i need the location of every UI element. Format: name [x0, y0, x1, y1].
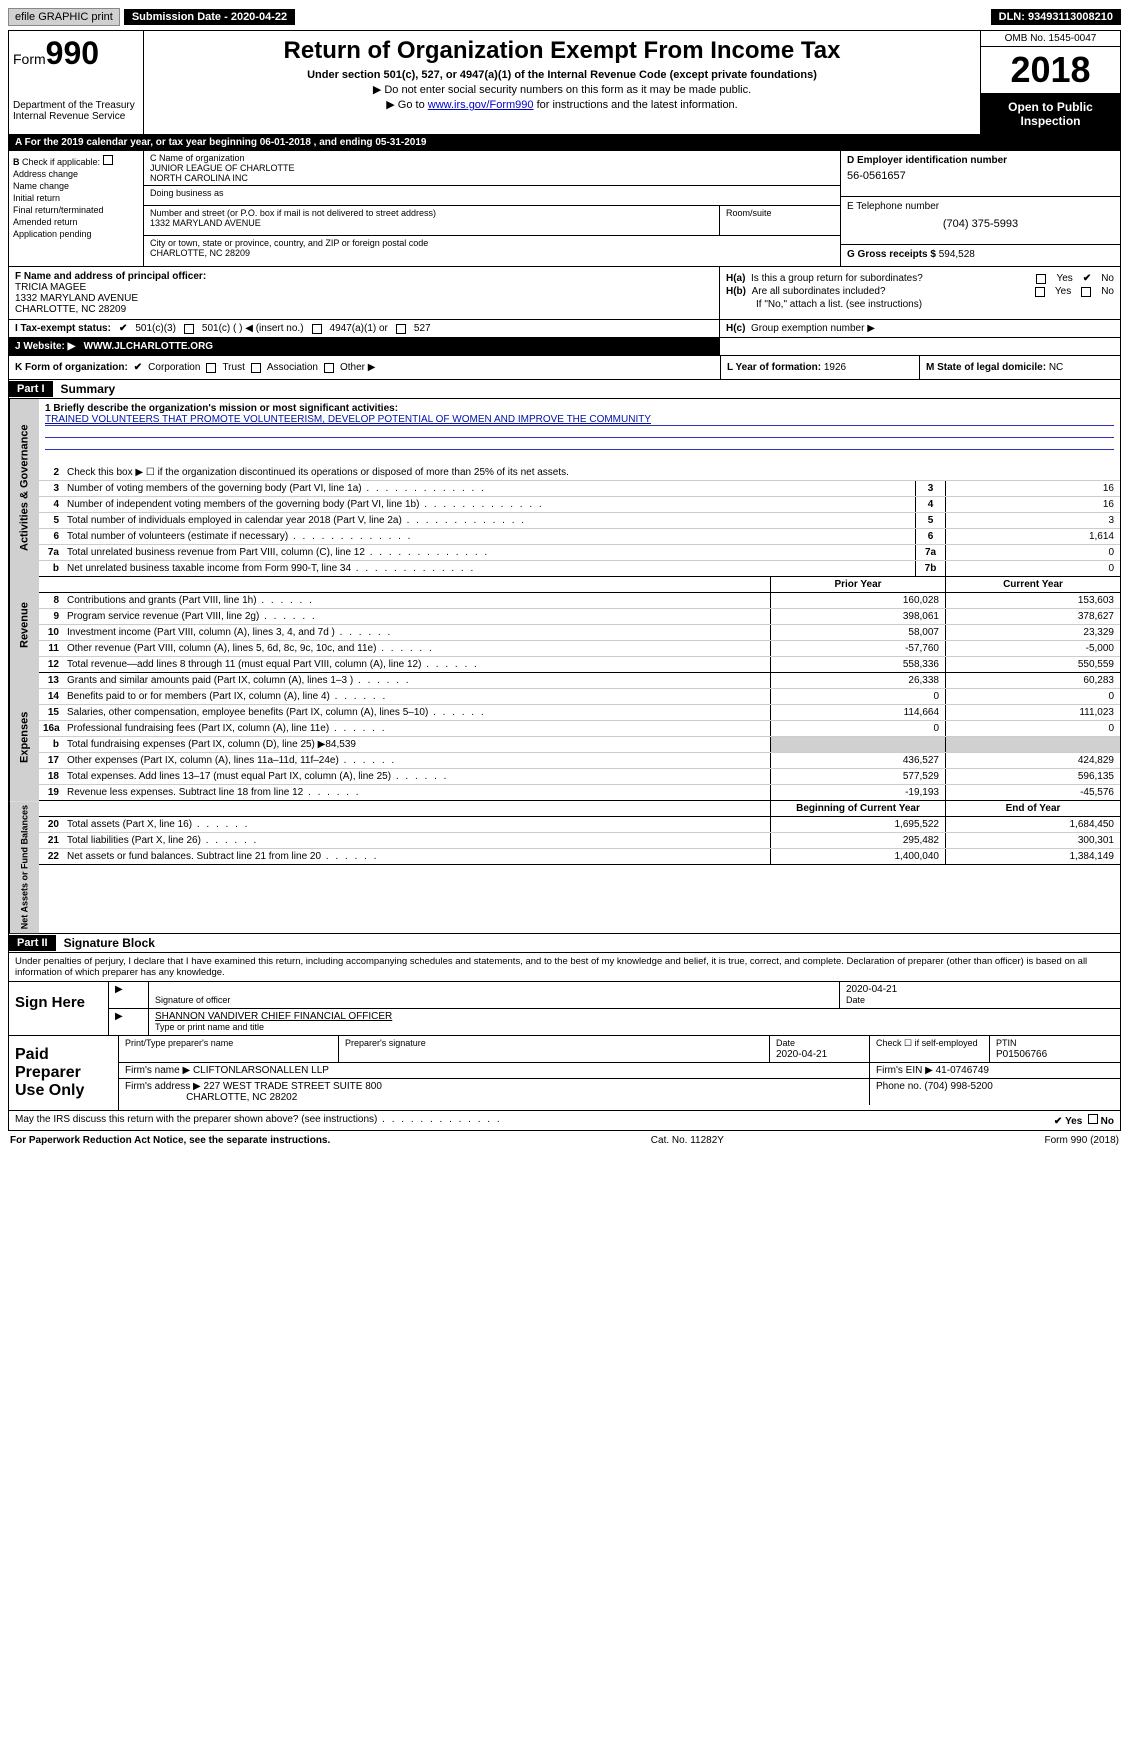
mission-text: TRAINED VOLUNTEERS THAT PROMOTE VOLUNTEE… [45, 414, 651, 425]
tab-expenses: Expenses [9, 673, 39, 801]
city-box: City or town, state or province, country… [144, 236, 840, 266]
part1-body: Activities & Governance 1 Briefly descri… [8, 399, 1121, 934]
open-public: Open to PublicInspection [981, 94, 1120, 134]
checkbox[interactable] [206, 363, 216, 373]
line-row: 8Contributions and grants (Part VIII, li… [39, 593, 1120, 609]
checkmark-icon: ✔ [1083, 273, 1091, 284]
tax-year: 2018 [981, 47, 1120, 94]
part1-header: Part I Summary [8, 380, 1121, 399]
ha-group-return: H(a) Is this a group return for subordin… [726, 273, 1114, 284]
efile-print-btn[interactable]: efile GRAPHIC print [8, 8, 120, 26]
line-row: 11Other revenue (Part VIII, column (A), … [39, 641, 1120, 657]
col-prior-year: Prior Year [770, 577, 945, 592]
chk-app-pending[interactable]: Application pending [13, 229, 139, 239]
chk-amended[interactable]: Amended return [13, 217, 139, 227]
paid-preparer-label: Paid Preparer Use Only [9, 1036, 119, 1110]
line-row: 12Total revenue—add lines 8 through 11 (… [39, 657, 1120, 673]
form-subtitle1: Under section 501(c), 527, or 4947(a)(1)… [150, 69, 974, 81]
col-begin-year: Beginning of Current Year [770, 801, 945, 816]
line-row: bNet unrelated business taxable income f… [39, 561, 1120, 577]
form-subtitle3: ▶ Go to www.irs.gov/Form990 for instruct… [150, 98, 974, 111]
phone-box: E Telephone number (704) 375-5993 [841, 197, 1120, 245]
checkbox[interactable] [312, 324, 322, 334]
chk-initial-return[interactable]: Initial return [13, 193, 139, 203]
row-klm: K Form of organization: ✔Corporation Tru… [8, 356, 1121, 380]
line-row: 6Total number of volunteers (estimate if… [39, 529, 1120, 545]
line2: Check this box ▶ ☐ if the organization d… [63, 465, 1120, 480]
row-i-hc: I Tax-exempt status: ✔501(c)(3) 501(c) (… [8, 320, 1121, 338]
checkbox[interactable] [324, 363, 334, 373]
line-row: 17Other expenses (Part IX, column (A), l… [39, 753, 1120, 769]
checkbox[interactable] [103, 155, 113, 165]
section-fh: F Name and address of principal officer:… [8, 267, 1121, 320]
section-bcdeg: B Check if applicable: Address change Na… [8, 151, 1121, 267]
checkbox[interactable] [251, 363, 261, 373]
tab-net-assets: Net Assets or Fund Balances [9, 801, 39, 933]
line-row: 22Net assets or fund balances. Subtract … [39, 849, 1120, 865]
line-row: 16aProfessional fundraising fees (Part I… [39, 721, 1120, 737]
page-footer: For Paperwork Reduction Act Notice, see … [8, 1131, 1121, 1150]
ein-box: D Employer identification number 56-0561… [841, 151, 1120, 197]
line-row: 13Grants and similar amounts paid (Part … [39, 673, 1120, 689]
dba-box: Doing business as [144, 186, 840, 206]
checkbox[interactable] [1088, 1114, 1098, 1124]
col-current-year: Current Year [945, 577, 1120, 592]
line-row: 20Total assets (Part X, line 16)1,695,52… [39, 817, 1120, 833]
line-row: 9Program service revenue (Part VIII, lin… [39, 609, 1120, 625]
form-number: Form990 [13, 35, 139, 72]
form-header: Form990 Department of the Treasury Inter… [8, 30, 1121, 135]
row-j: J Website: ▶ WWW.JLCHARLOTTE.ORG [8, 338, 1121, 356]
checkmark-icon: ✔ [1054, 1116, 1062, 1127]
org-name-box: C Name of organization JUNIOR LEAGUE OF … [144, 151, 840, 186]
line-row: 4Number of independent voting members of… [39, 497, 1120, 513]
line-row: 3Number of voting members of the governi… [39, 481, 1120, 497]
form-title: Return of Organization Exempt From Incom… [150, 37, 974, 65]
checkbox[interactable] [1035, 287, 1045, 297]
irs-link[interactable]: www.irs.gov/Form990 [428, 99, 534, 111]
line-row: 7aTotal unrelated business revenue from … [39, 545, 1120, 561]
address-box: Number and street (or P.O. box if mail i… [144, 206, 720, 236]
omb-number: OMB No. 1545-0047 [981, 31, 1120, 47]
form-subtitle2: ▶ Do not enter social security numbers o… [150, 83, 974, 96]
checkmark-icon: ✔ [134, 362, 142, 373]
hb-note: If "No," attach a list. (see instruction… [726, 299, 1114, 310]
sign-here-label: Sign Here [9, 982, 109, 1035]
chk-address-change[interactable]: Address change [13, 169, 139, 179]
tab-revenue: Revenue [9, 577, 39, 673]
checkbox[interactable] [184, 324, 194, 334]
checkmark-icon: ✔ [119, 323, 127, 334]
line-row: 15Salaries, other compensation, employee… [39, 705, 1120, 721]
submission-date: Submission Date - 2020-04-22 [124, 9, 295, 25]
checkbox[interactable] [396, 324, 406, 334]
room-suite-box: Room/suite [720, 206, 840, 236]
dept-treasury: Department of the Treasury Internal Reve… [13, 100, 139, 122]
self-employed-check[interactable]: Check ☐ if self-employed [870, 1036, 990, 1062]
gross-receipts-box: G Gross receipts $ 594,528 [841, 245, 1120, 264]
line-row: bTotal fundraising expenses (Part IX, co… [39, 737, 1120, 753]
line-row: 5Total number of individuals employed in… [39, 513, 1120, 529]
dln: DLN: 93493113008210 [991, 9, 1121, 25]
part2-header: Part II Signature Block [8, 934, 1121, 953]
mission-block: 1 Briefly describe the organization's mi… [39, 399, 1120, 465]
line-row: 19Revenue less expenses. Subtract line 1… [39, 785, 1120, 801]
line-row: 10Investment income (Part VIII, column (… [39, 625, 1120, 641]
row-a-tax-year: A For the 2019 calendar year, or tax yea… [8, 135, 1121, 151]
discuss-row: May the IRS discuss this return with the… [9, 1110, 1120, 1130]
line-row: 18Total expenses. Add lines 13–17 (must … [39, 769, 1120, 785]
tab-governance: Activities & Governance [9, 399, 39, 577]
checkbox[interactable] [1036, 274, 1046, 284]
perjury-text: Under penalties of perjury, I declare th… [9, 953, 1120, 981]
hb-subordinates: H(b) Are all subordinates included? Yes … [726, 286, 1114, 297]
chk-final-return[interactable]: Final return/terminated [13, 205, 139, 215]
chk-name-change[interactable]: Name change [13, 181, 139, 191]
line-row: 21Total liabilities (Part X, line 26)295… [39, 833, 1120, 849]
part2-body: Under penalties of perjury, I declare th… [8, 953, 1121, 1131]
checkbox[interactable] [1081, 287, 1091, 297]
principal-officer: F Name and address of principal officer:… [9, 267, 720, 319]
line-row: 14Benefits paid to or for members (Part … [39, 689, 1120, 705]
officer-name-title: SHANNON VANDIVER CHIEF FINANCIAL OFFICER [155, 1011, 392, 1022]
col-end-year: End of Year [945, 801, 1120, 816]
